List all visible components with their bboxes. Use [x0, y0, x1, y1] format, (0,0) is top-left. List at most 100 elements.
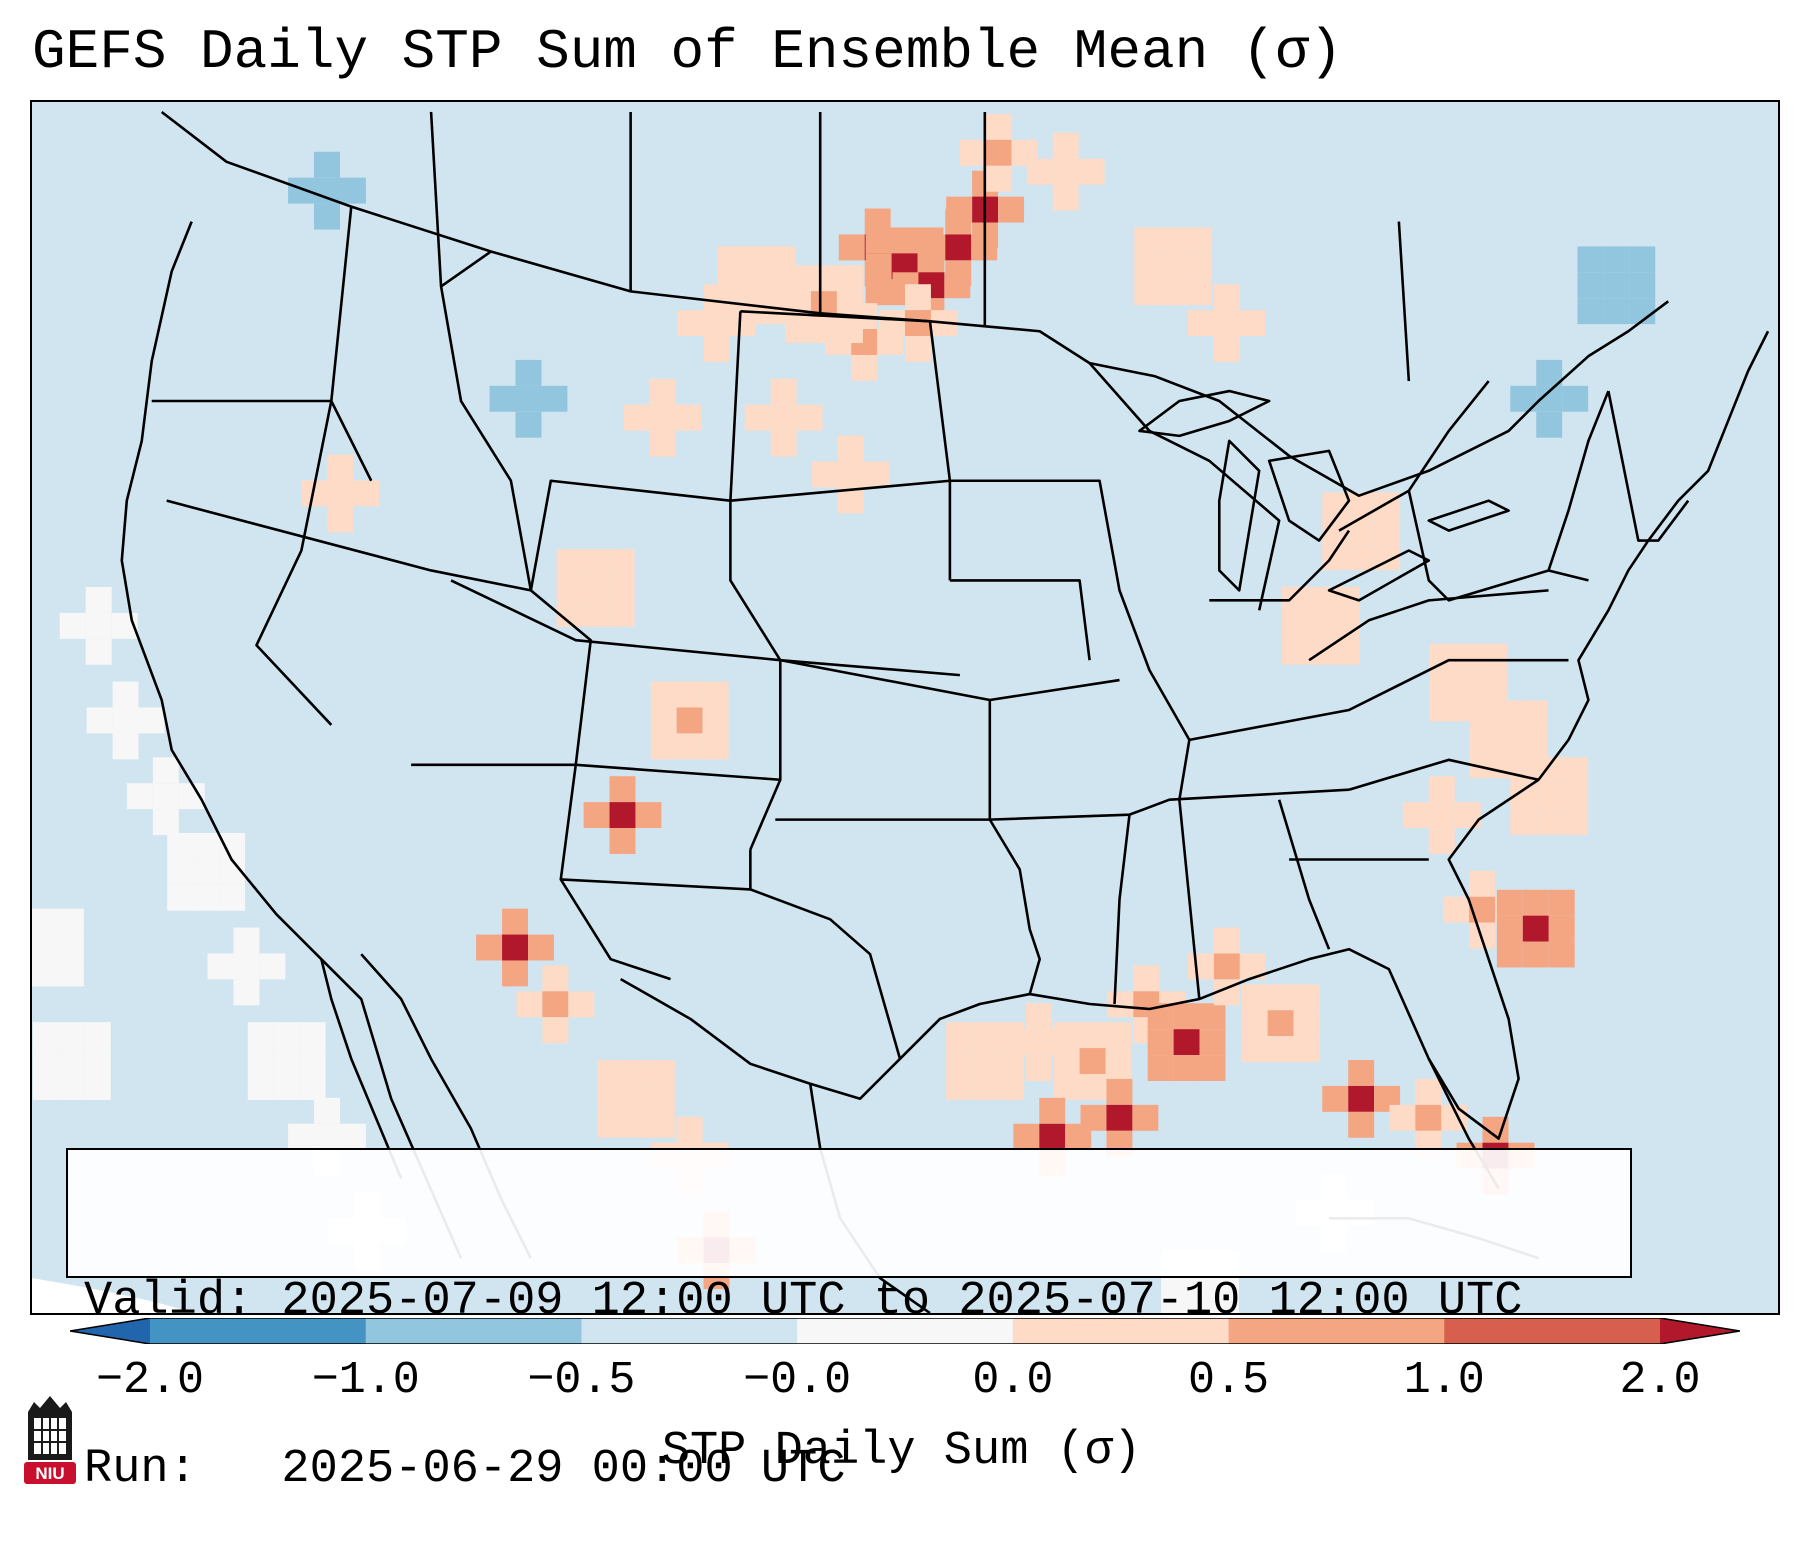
anomaly-cell: [1428, 802, 1455, 829]
colorbar-tick: −0.5: [527, 1355, 636, 1406]
neutral-cell: [112, 681, 139, 708]
anomaly-cell: [648, 1060, 675, 1086]
neutral-cell: [193, 884, 220, 911]
anomaly-cell: [1522, 941, 1549, 968]
map-canvas: [32, 110, 1770, 1313]
neutral-cell: [314, 1097, 340, 1124]
anomaly-cell: [919, 234, 946, 261]
anomaly-field: [32, 113, 1656, 1313]
anomaly-cell: [998, 1022, 1025, 1049]
lake-michigan: [1217, 439, 1261, 592]
anomaly-cell: [556, 575, 583, 601]
anomaly-cell: [1402, 802, 1429, 829]
anomaly-cell: [622, 1060, 649, 1086]
colorbar-label: STP Daily Sum (σ): [661, 1425, 1142, 1478]
anomaly-cell: [542, 991, 569, 1018]
anomaly-cell: [1079, 1022, 1106, 1049]
anomaly-cell: [1187, 310, 1214, 337]
anomaly-cell: [1134, 253, 1161, 280]
anomaly-cell: [703, 284, 730, 311]
anomaly-cell: [476, 934, 503, 961]
anomaly-cell: [905, 336, 931, 362]
negative-anomaly-cell: [489, 385, 516, 412]
neutral-cell: [112, 733, 139, 760]
projection-edge: [32, 1278, 192, 1313]
anomaly-cell: [597, 1111, 623, 1138]
anomaly-cell: [1065, 1123, 1092, 1150]
anomaly-cell: [1429, 695, 1456, 722]
anomaly-cell: [677, 310, 704, 337]
anomaly-cell: [946, 196, 973, 223]
anomaly-cell: [650, 707, 677, 734]
colorbar-bin: [150, 1318, 367, 1344]
anomaly-cell: [865, 253, 892, 280]
anomaly-cell: [676, 733, 703, 760]
anomaly-cell: [1562, 757, 1589, 784]
anomaly-cell: [1025, 1055, 1052, 1082]
anomaly-cell: [877, 329, 904, 355]
neutral-cell: [167, 832, 194, 859]
neutral-cell: [273, 1048, 300, 1075]
anomaly-cell: [676, 681, 703, 708]
anomaly-cell: [1267, 984, 1294, 1011]
anomaly-cell: [769, 272, 796, 299]
neutral-cell: [58, 1048, 85, 1075]
anomaly-cell: [1213, 310, 1240, 337]
anomaly-cell: [1293, 1010, 1320, 1037]
anomaly-cell: [743, 246, 770, 273]
anomaly-cell: [1281, 612, 1308, 639]
anomaly-cell: [327, 480, 354, 507]
neutral-cell: [247, 1048, 274, 1075]
anomaly-cell: [770, 430, 797, 457]
anomaly-cell: [1187, 953, 1214, 980]
anomaly-cell: [810, 265, 837, 292]
neutral-cell: [247, 1074, 274, 1100]
negative-anomaly-cell: [1603, 298, 1630, 325]
negative-anomaly-cell: [1629, 246, 1656, 273]
anomaly-cell: [1160, 227, 1187, 254]
anomaly-cell: [1026, 158, 1053, 185]
anomaly-cell: [608, 600, 635, 627]
anomaly-cell: [703, 336, 730, 362]
colorbar-tick: −1.0: [311, 1355, 420, 1406]
anomaly-cell: [985, 165, 1012, 192]
neutral-cell: [152, 783, 179, 810]
anomaly-cell: [1239, 310, 1266, 337]
anomaly-cell: [353, 480, 380, 507]
anomaly-cell: [770, 378, 797, 405]
negative-anomaly-cell: [541, 385, 568, 412]
anomaly-cell: [702, 733, 729, 760]
anomaly-cell: [1281, 638, 1308, 665]
anomaly-cell: [863, 461, 890, 488]
anomaly-cell: [1173, 1003, 1200, 1030]
anomaly-cell: [1052, 158, 1079, 185]
anomaly-cell: [972, 1074, 999, 1100]
lake-ontario: [1427, 499, 1510, 532]
neutral-cell: [85, 638, 112, 665]
anomaly-cell: [796, 404, 823, 431]
anomaly-cell: [1443, 896, 1470, 923]
negative-anomaly-cell: [314, 203, 340, 230]
anomaly-cell: [1522, 915, 1549, 942]
colorbar-extend-low: [70, 1318, 150, 1344]
coastline-west: [120, 221, 463, 1259]
anomaly-cell: [1213, 284, 1240, 311]
anomaly-cell: [1025, 1003, 1052, 1030]
colorbar-bin: [581, 1318, 798, 1344]
anomaly-cell: [597, 1060, 623, 1086]
neutral-cell: [233, 927, 260, 954]
neutral-cell: [86, 707, 113, 734]
neutral-cell: [57, 960, 84, 987]
anomaly-cell: [1241, 984, 1268, 1011]
anomaly-cell: [1548, 889, 1575, 916]
neutral-cell: [1212, 1275, 1239, 1302]
anomaly-cell: [1428, 776, 1455, 803]
lake-erie: [1327, 549, 1431, 602]
anomaly-cell: [702, 707, 729, 734]
anomaly-cell: [1105, 1048, 1132, 1075]
anomaly-cell: [1562, 809, 1589, 836]
anomaly-cell: [1199, 1029, 1226, 1056]
anomaly-cell: [972, 1022, 999, 1049]
neutral-cell: [339, 1123, 366, 1150]
neutral-cell: [233, 979, 260, 1006]
